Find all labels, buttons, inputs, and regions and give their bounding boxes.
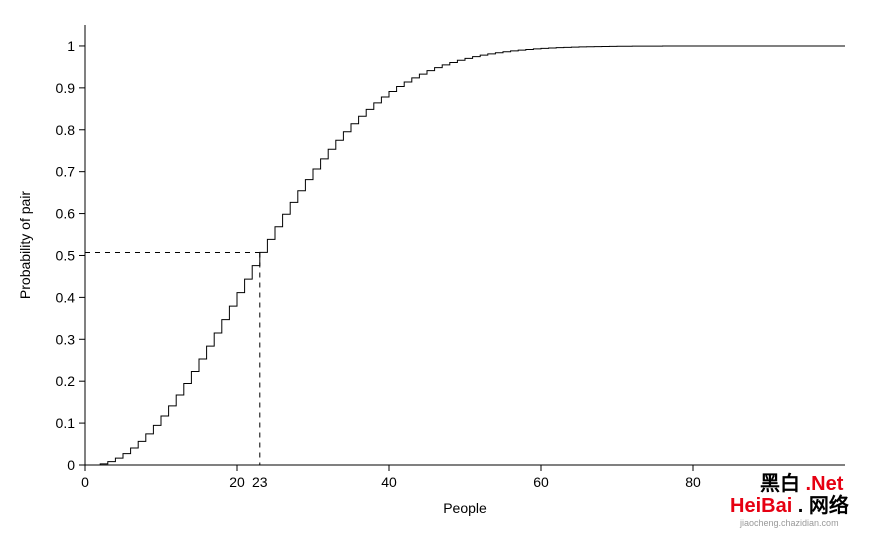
probability-step-curve bbox=[85, 46, 845, 465]
x-tick-label: 60 bbox=[533, 474, 549, 490]
y-axis-label: Probability of pair bbox=[17, 191, 33, 300]
y-tick-label: 0.1 bbox=[56, 415, 76, 431]
x-tick-label: 40 bbox=[381, 474, 397, 490]
x-tick-label-23: 23 bbox=[252, 474, 268, 490]
y-tick-label: 0.7 bbox=[56, 164, 76, 180]
y-tick-label: 1 bbox=[67, 38, 75, 54]
y-tick-label: 0.9 bbox=[56, 80, 76, 96]
watermark-sub: jiaocheng.chazidian.com bbox=[739, 518, 839, 528]
y-tick-label: 0.2 bbox=[56, 373, 76, 389]
y-tick-label: 0 bbox=[67, 457, 75, 473]
y-tick-label: 0.4 bbox=[56, 289, 76, 305]
y-tick-label: 0.3 bbox=[56, 331, 76, 347]
x-tick-label: 80 bbox=[685, 474, 701, 490]
chart-container: 0 0.1 0.2 0.3 0.4 0.5 0.6 0.7 0.8 0.9 1 0 20 40 60 80 23… bbox=[0, 0, 871, 534]
y-tick-label: 0.8 bbox=[56, 122, 76, 138]
watermark-line1: 黑白 .Net bbox=[760, 471, 844, 495]
x-tick-label: 0 bbox=[81, 474, 89, 490]
birthday-problem-chart: 0 0.1 0.2 0.3 0.4 0.5 0.6 0.7 0.8 0.9 1 0 20 40 60 80 23… bbox=[0, 0, 871, 534]
y-tick-label: 0.6 bbox=[56, 206, 76, 222]
x-tick-label: 20 bbox=[229, 474, 245, 490]
watermark-line2: HeiBai . 网络 bbox=[730, 493, 849, 517]
x-axis-label: People bbox=[443, 500, 487, 516]
y-tick-label: 0.5 bbox=[56, 247, 76, 263]
